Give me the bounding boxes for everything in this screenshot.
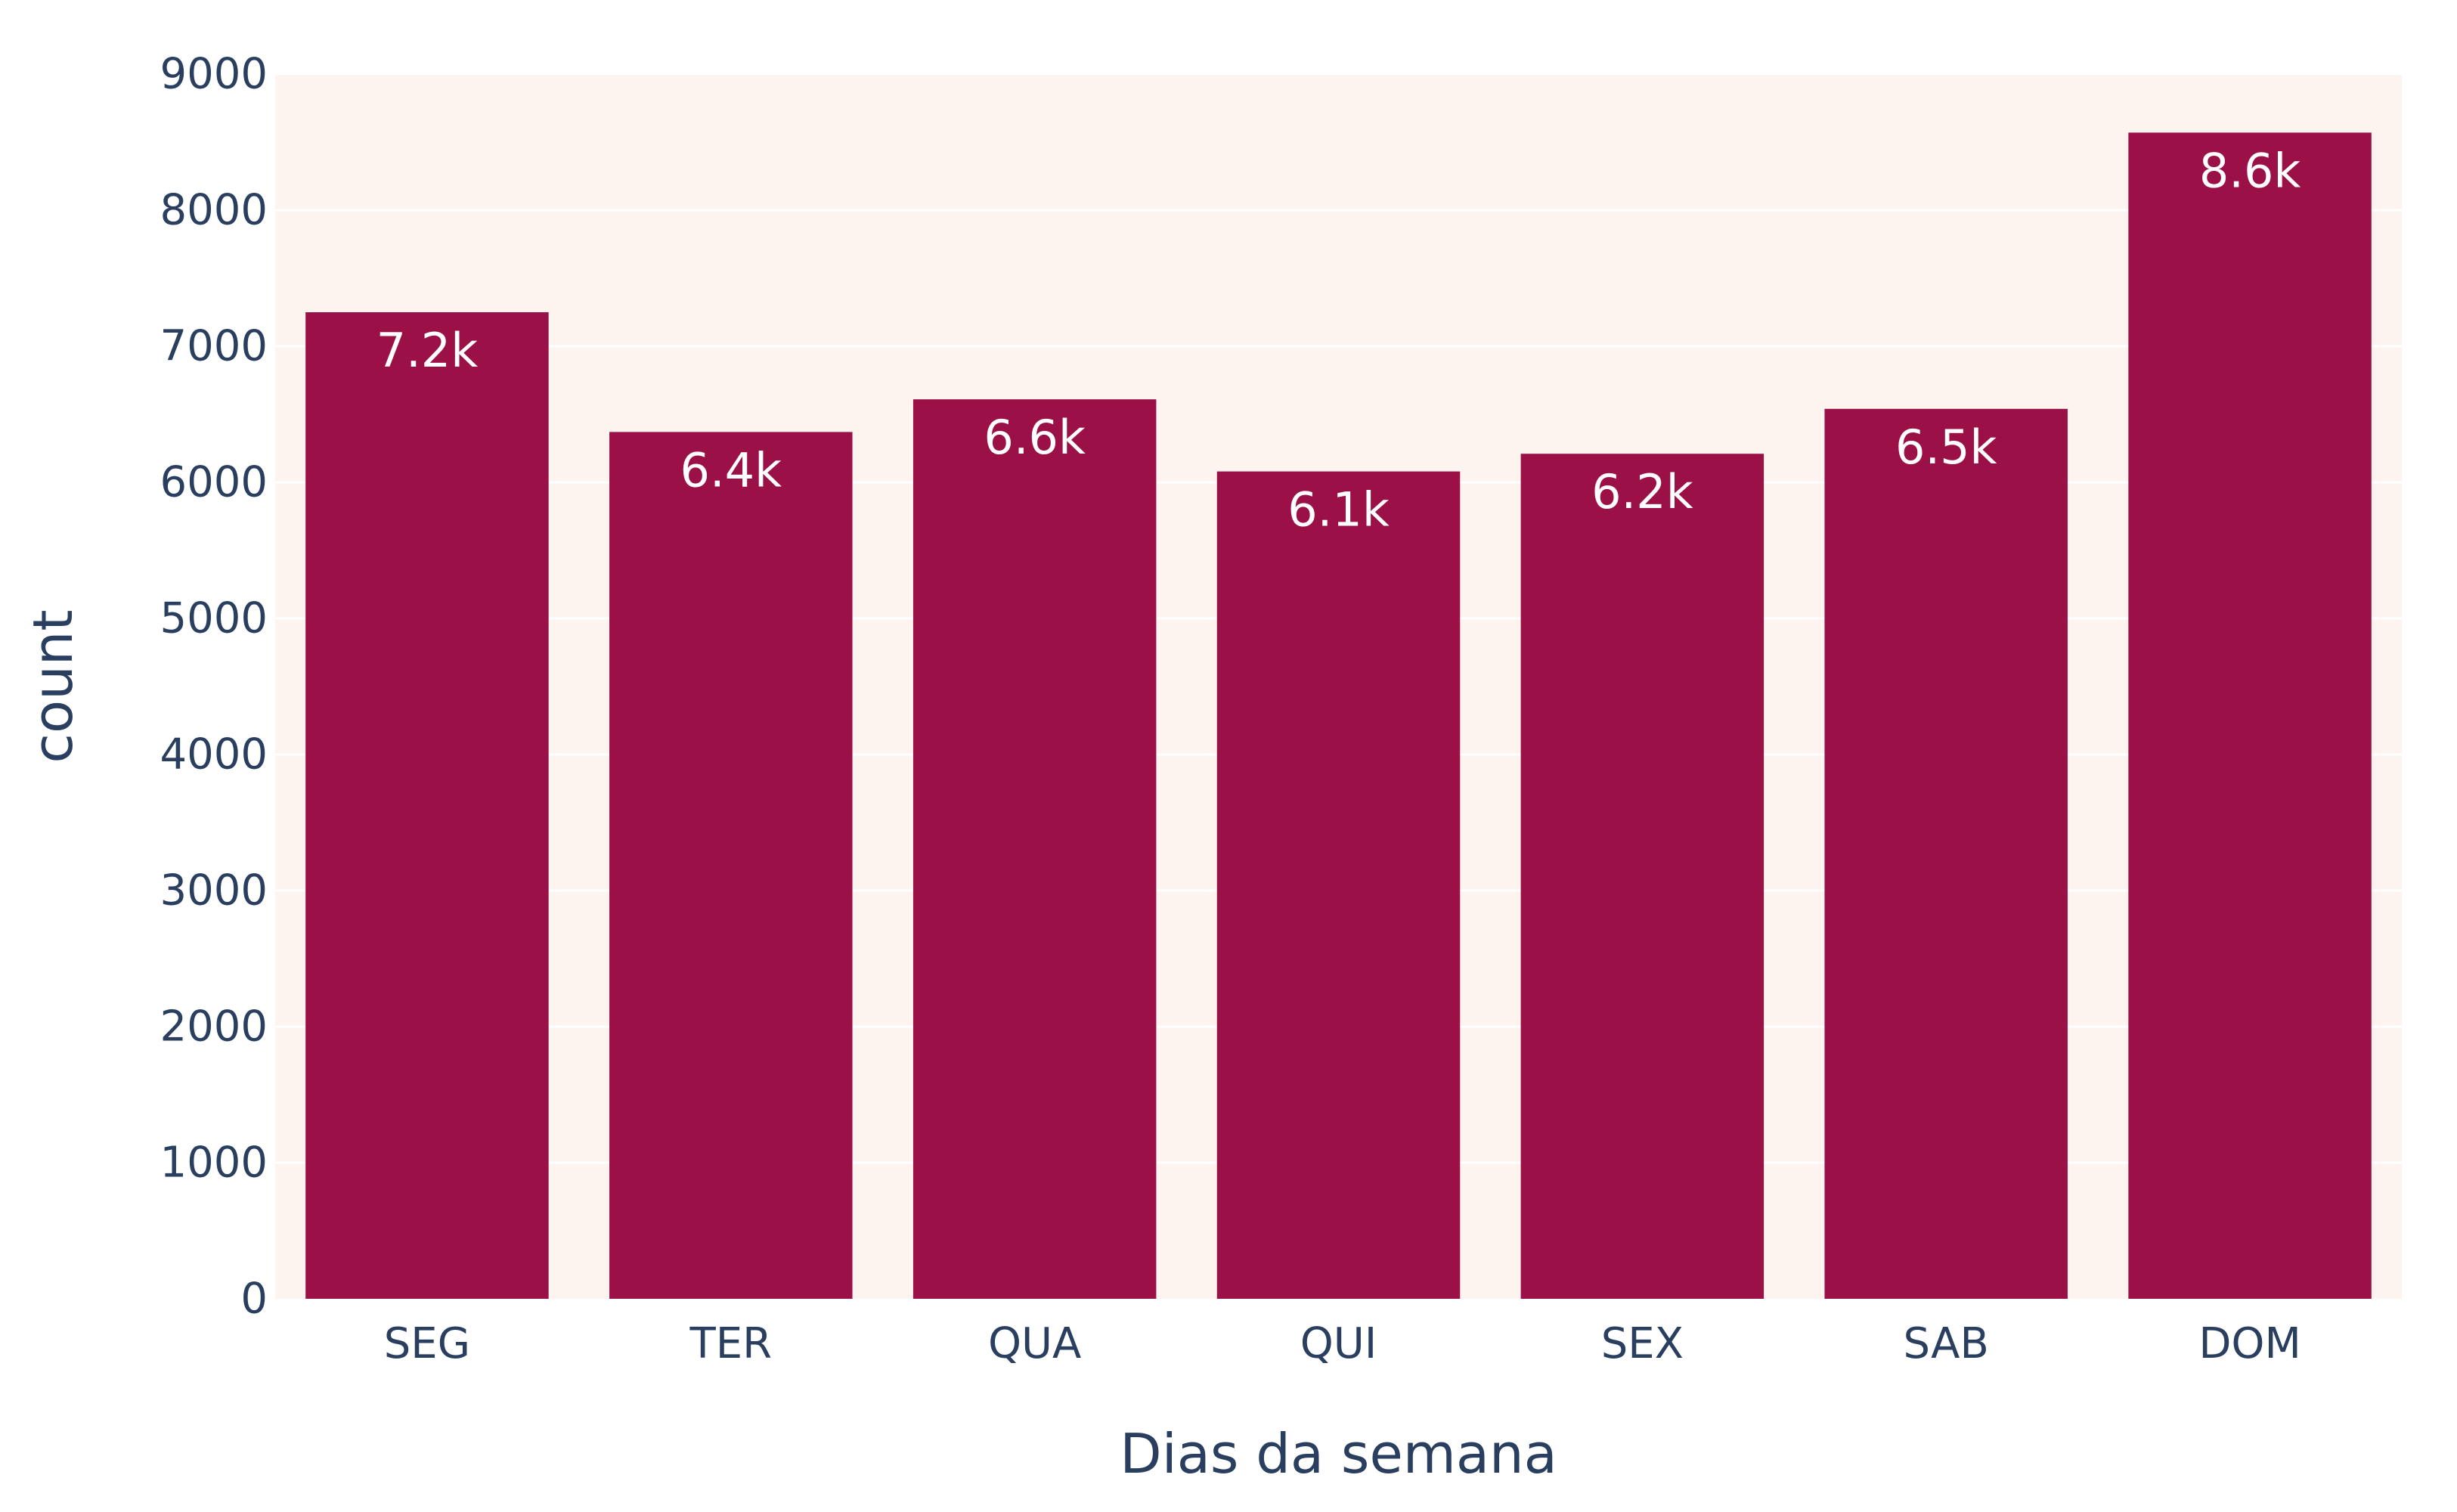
y-tick-label: 0 [240,1275,268,1324]
y-tick-label: 8000 [160,186,268,235]
y-axis-title: count [21,609,85,763]
bar-seg [305,312,549,1299]
bar-ter [609,432,853,1299]
y-tick-label: 2000 [160,1002,268,1052]
y-tick-label: 5000 [160,594,268,643]
data-label-qua: 6.6k [984,410,1086,465]
y-tick-label: 7000 [160,322,268,371]
data-labels: 7.2k 6.4k 6.6k 6.1k 6.2k 6.5k 8.6k [376,143,2301,537]
data-label-dom: 8.6k [2199,143,2301,198]
bar-qui [1216,471,1461,1299]
x-tick-label-sab: SAB [1904,1319,1989,1368]
y-tick-label: 9000 [160,50,268,99]
x-tick-label-qui: QUI [1300,1319,1377,1368]
y-tick-label: 3000 [160,866,268,916]
bar-dom [2128,132,2372,1299]
x-tick-label-sex: SEX [1601,1319,1684,1368]
y-axis-ticks: 0 1000 2000 3000 4000 5000 6000 7000 8000 9000 [160,50,268,1324]
bars [305,132,2372,1300]
x-axis-ticks: SEG TER QUA QUI SEX SAB DOM [384,1319,2301,1368]
data-label-sex: 6.2k [1591,464,1693,519]
data-label-ter: 6.4k [680,442,782,497]
x-tick-label-qua: QUA [988,1319,1081,1368]
bar-qua [912,399,1157,1300]
x-tick-label-ter: TER [689,1319,773,1368]
data-label-qui: 6.1k [1287,482,1390,538]
bar-sex [1520,454,1765,1300]
x-tick-label-dom: DOM [2198,1319,2301,1368]
y-tick-label: 6000 [160,458,268,507]
x-axis-title: Dias da semana [1120,1422,1557,1486]
bar-sab [1824,408,2068,1299]
x-tick-label-seg: SEG [384,1319,470,1368]
data-label-sab: 6.5k [1895,420,1997,475]
y-tick-label: 4000 [160,730,268,779]
y-tick-label: 1000 [160,1139,268,1188]
data-label-seg: 7.2k [376,323,479,378]
